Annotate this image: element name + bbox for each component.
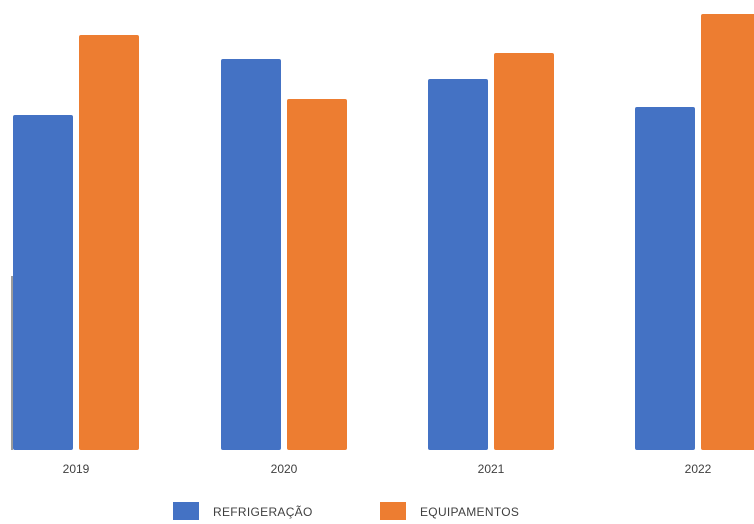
bar-2020-equipamentos (287, 99, 347, 450)
x-tick-label-2021: 2021 (478, 462, 505, 476)
bar-2021-equipamentos (494, 53, 554, 450)
legend: REFRIGERAÇÃO EQUIPAMENTOS (173, 502, 519, 520)
legend-label-equipamentos: EQUIPAMENTOS (420, 505, 519, 519)
bars-group (13, 14, 754, 450)
legend-label-refrigeracao: REFRIGERAÇÃO (213, 505, 313, 519)
bar-2021-refrigeracao (428, 79, 488, 450)
x-tick-label-2020: 2020 (271, 462, 298, 476)
bar-2019-equipamentos (79, 35, 139, 450)
bar-2020-refrigeracao (221, 59, 281, 450)
x-axis-tick-labels: 2019 2020 2021 2022 (63, 462, 712, 476)
bar-2022-refrigeracao (635, 107, 695, 450)
bar-2022-equipamentos (701, 14, 754, 450)
legend-swatch-equipamentos (380, 502, 406, 520)
x-tick-label-2019: 2019 (63, 462, 90, 476)
legend-swatch-refrigeracao (173, 502, 199, 520)
x-tick-label-2022: 2022 (685, 462, 712, 476)
bar-2019-refrigeracao (13, 115, 73, 450)
